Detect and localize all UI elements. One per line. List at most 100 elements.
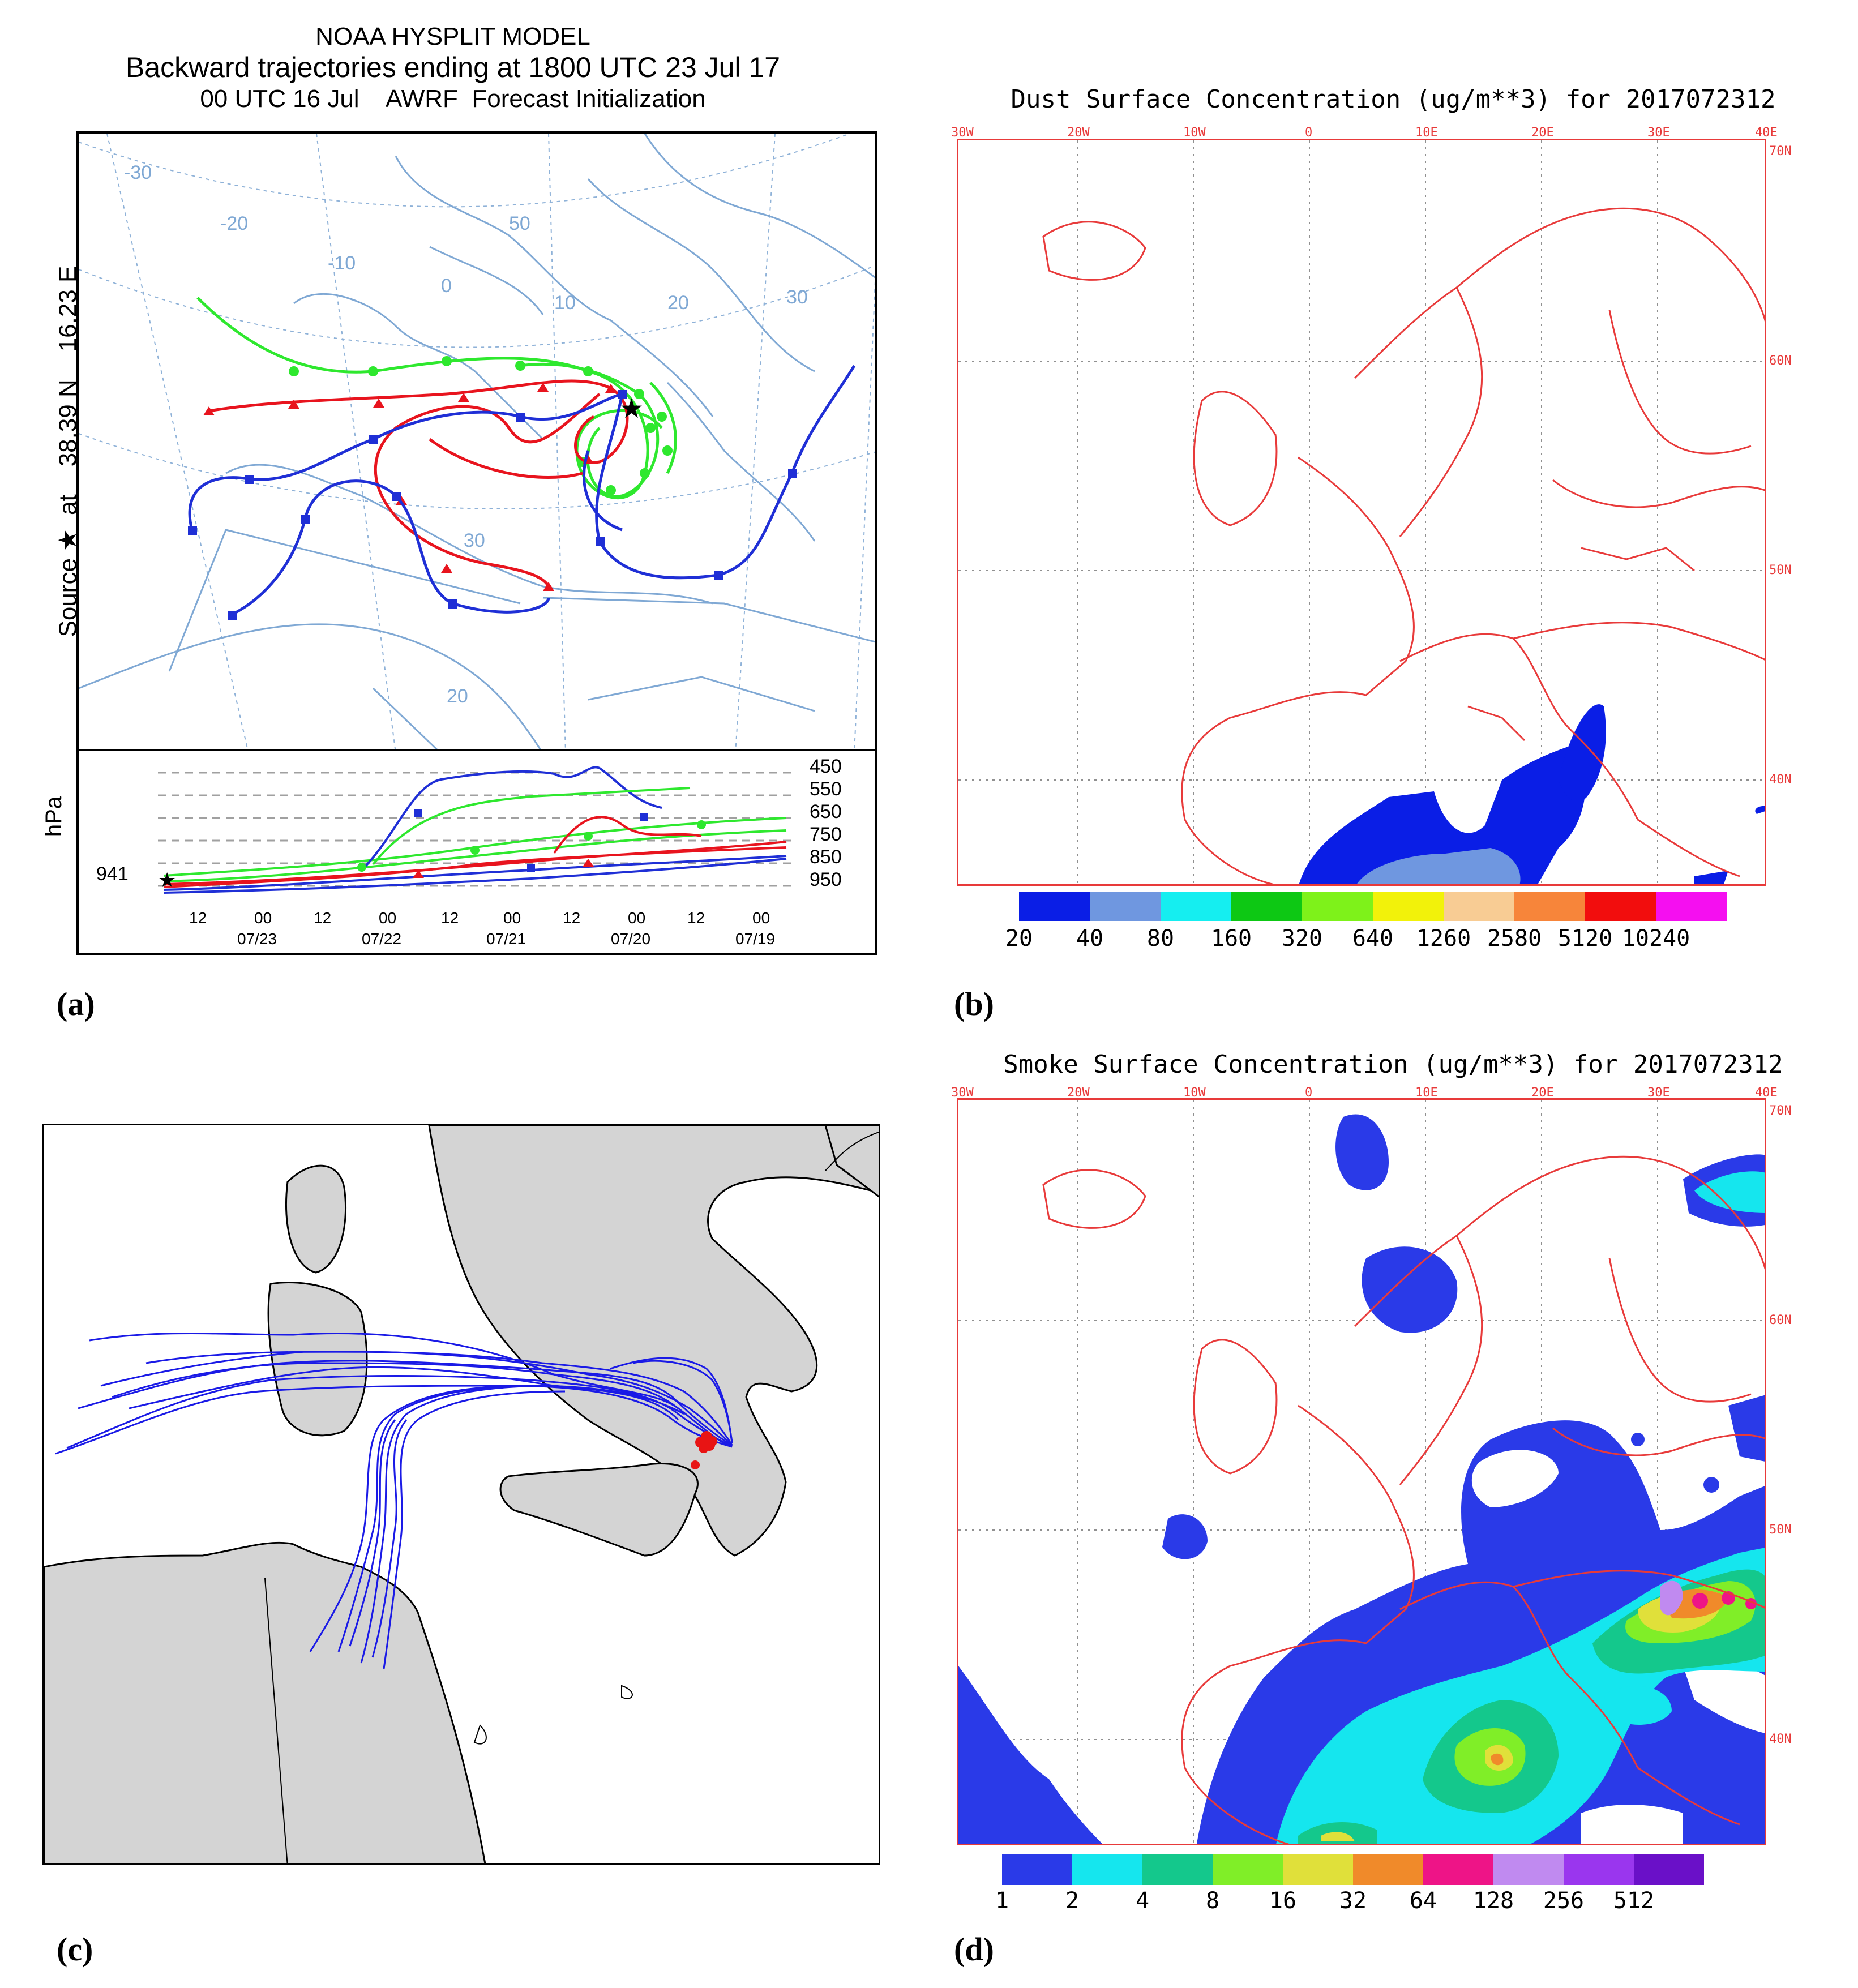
date-tick: 07/23 xyxy=(237,930,277,948)
smoke-map xyxy=(957,1098,1766,1845)
time-tick: 00 xyxy=(503,909,521,927)
panel-a-title-line3: 00 UTC 16 Jul AWRF Forecast Initializati… xyxy=(200,85,706,113)
lon-label: 20E xyxy=(1531,126,1554,140)
lon-label: 10E xyxy=(1415,1086,1438,1100)
pressure-level: 850 xyxy=(810,846,842,868)
legend-swatch xyxy=(1564,1854,1634,1885)
date-tick: 07/22 xyxy=(362,930,402,948)
legend-swatch xyxy=(1019,892,1090,921)
lon-label: 30W xyxy=(951,126,974,140)
legend-value: 128 xyxy=(1472,1888,1514,1914)
vertical-profile-plot: ★ xyxy=(76,749,877,903)
lat-label: 70N xyxy=(1769,1104,1792,1118)
legend-swatch xyxy=(1514,892,1585,921)
grid-label-lon: 0 xyxy=(441,275,452,297)
time-tick: 00 xyxy=(254,909,272,927)
panel-a: NOAA HYSPLIT MODEL Backward trajectories… xyxy=(0,0,906,962)
legend-value: 1 xyxy=(995,1888,1009,1914)
panel-d-caption: (d) xyxy=(954,1931,994,1968)
time-tick: 12 xyxy=(314,909,332,927)
time-tick: 00 xyxy=(628,909,646,927)
lon-label: 20W xyxy=(1067,1086,1090,1100)
smoke-legend-labels: 1 2 4 8 16 32 64 128 256 512 xyxy=(995,1888,1704,1916)
grid-label-lon: -20 xyxy=(220,213,248,234)
legend-value: 256 xyxy=(1543,1888,1585,1914)
panel-b-caption: (b) xyxy=(954,986,994,1022)
legend-value: 2 xyxy=(1065,1888,1080,1914)
lat-label: 50N xyxy=(1769,1523,1792,1537)
lon-label: 20W xyxy=(1067,126,1090,140)
legend-value: 512 xyxy=(1613,1888,1655,1914)
legend-swatch xyxy=(1353,1854,1423,1885)
panel-d: Smoke Surface Concentration (ug/m**3) fo… xyxy=(928,974,1858,1936)
grid-label-lon: 20 xyxy=(667,292,689,314)
legend-swatch xyxy=(1585,892,1656,921)
grid-label-lon: -10 xyxy=(328,252,356,274)
legend-swatch xyxy=(1213,1854,1283,1885)
grid-label-lat: 20 xyxy=(447,685,468,707)
legend-swatch xyxy=(1231,892,1302,921)
dust-legend-labels: 20 40 80 160 320 640 1260 2580 5120 10240 xyxy=(1005,926,1727,954)
smoke-legend-bar xyxy=(1002,1854,1704,1885)
lon-label: 0 xyxy=(1305,126,1313,140)
start-star-icon: ★ xyxy=(158,868,176,892)
time-tick: 12 xyxy=(441,909,459,927)
panel-a-title-line2: Backward trajectories ending at 1800 UTC… xyxy=(125,52,781,83)
lat-label: 70N xyxy=(1769,144,1792,158)
lat-label: 60N xyxy=(1769,354,1792,368)
lat-label: 40N xyxy=(1769,1732,1792,1746)
lon-label: 40E xyxy=(1755,1086,1778,1100)
grid-label-lat: 50 xyxy=(509,213,530,234)
pressure-level: 450 xyxy=(810,756,842,777)
legend-swatch xyxy=(1423,1854,1493,1885)
legend-value: 640 xyxy=(1352,926,1394,952)
legend-value: 2580 xyxy=(1487,926,1542,952)
lat-label: 50N xyxy=(1769,563,1792,577)
panel-b: Dust Surface Concentration (ug/m**3) for… xyxy=(928,0,1858,974)
legend-swatch xyxy=(1444,892,1514,921)
time-axis: 12 00 12 00 12 00 12 00 12 00 07/23 07/2… xyxy=(76,901,877,955)
legend-swatch xyxy=(1072,1854,1142,1885)
legend-swatch xyxy=(1142,1854,1213,1885)
lon-label: 30E xyxy=(1647,1086,1670,1100)
panel-c-trajectory-map xyxy=(42,1124,880,1865)
legend-swatch xyxy=(1283,1854,1353,1885)
pressure-level: 650 xyxy=(810,801,842,822)
legend-value: 32 xyxy=(1339,1888,1367,1914)
time-tick: 00 xyxy=(752,909,770,927)
legend-value: 16 xyxy=(1269,1888,1297,1914)
trajectory-endpoints xyxy=(691,1431,717,1469)
legend-value: 64 xyxy=(1409,1888,1437,1914)
red-trajectories xyxy=(208,379,629,588)
legend-swatch xyxy=(1634,1854,1704,1885)
start-pressure-label: 941 xyxy=(96,863,129,885)
legend-swatch xyxy=(1373,892,1444,921)
legend-swatch xyxy=(1656,892,1727,921)
legend-swatch xyxy=(1302,892,1373,921)
legend-value: 4 xyxy=(1135,1888,1150,1914)
legend-value: 1260 xyxy=(1416,926,1471,952)
legend-value: 160 xyxy=(1210,926,1252,952)
time-tick: 00 xyxy=(379,909,397,927)
trajectory-lines xyxy=(55,1333,733,1669)
lon-label: 20E xyxy=(1531,1086,1554,1100)
legend-value: 8 xyxy=(1205,1888,1220,1914)
grid-label-lon: 10 xyxy=(554,292,576,314)
grid-label-lon: -30 xyxy=(124,162,152,183)
legend-value: 20 xyxy=(1005,926,1033,952)
date-tick: 07/21 xyxy=(486,930,526,948)
source-star-icon: ★ xyxy=(619,394,644,424)
panel-d-title: Smoke Surface Concentration (ug/m**3) fo… xyxy=(1003,1050,1783,1079)
lat-label: 40N xyxy=(1769,773,1792,787)
time-tick: 12 xyxy=(563,909,581,927)
panel-c-caption: (c) xyxy=(57,1931,93,1968)
trajectory-map: -30 -20 -10 0 10 20 30 50 30 20 xyxy=(76,131,877,751)
lon-label: 10W xyxy=(1183,1086,1206,1100)
pressure-level: 950 xyxy=(810,869,842,890)
legend-value: 5120 xyxy=(1557,926,1613,952)
lon-label: 10W xyxy=(1183,126,1206,140)
lat-label: 60N xyxy=(1769,1313,1792,1327)
dust-legend-bar xyxy=(1019,892,1727,921)
lon-label: 0 xyxy=(1305,1086,1313,1100)
time-tick: 12 xyxy=(687,909,705,927)
